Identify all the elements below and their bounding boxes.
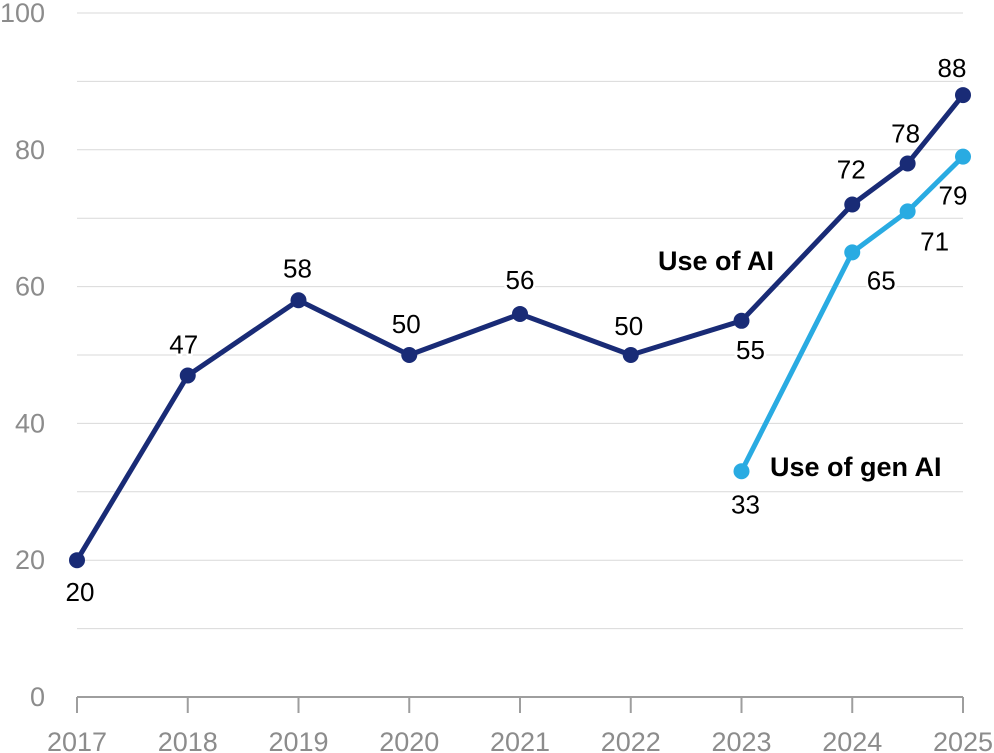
series-annotations: Use of AI Use of gen AI	[658, 246, 942, 482]
data-label: 55	[736, 335, 765, 365]
data-label: 71	[920, 226, 949, 256]
x-tick-label: 2018	[158, 727, 218, 753]
series-line-use-of-gen-ai	[739, 154, 966, 474]
data-label: 58	[283, 253, 312, 283]
point-marker-use-of-gen-ai	[955, 148, 971, 165]
x-tick-label: 2025	[933, 727, 993, 753]
data-label: 47	[169, 330, 198, 360]
series-label-annotation: Use of gen AI	[770, 452, 942, 482]
y-tick-label: 40	[15, 408, 45, 438]
data-label: 20	[66, 577, 95, 607]
data-labels-use-of-ai: 20 47 58 50 56 50 55 72 78 88	[63, 51, 969, 610]
point-marker-use-of-ai	[622, 347, 639, 363]
x-axis-labels: 2017 2018 2019 2020 2021 2022 2023 2024 2025	[47, 727, 993, 753]
point-marker-use-of-gen-ai	[899, 203, 916, 220]
series-use-of-ai	[69, 87, 971, 569]
x-axis	[76, 696, 964, 713]
point-marker-use-of-ai	[733, 312, 750, 329]
point-marker-use-of-gen-ai	[844, 244, 861, 261]
series-line-use-of-ai	[74, 92, 966, 563]
y-tick-label: 80	[15, 135, 45, 165]
x-tick-label: 2024	[822, 727, 882, 753]
gridlines	[77, 12, 963, 630]
point-marker-use-of-ai	[844, 196, 861, 213]
data-label: 72	[837, 155, 866, 185]
data-label: 65	[867, 265, 896, 295]
data-label: 78	[891, 118, 920, 148]
x-tick-label: 2023	[711, 727, 771, 753]
data-label: 56	[506, 265, 535, 295]
y-tick-label: 60	[15, 272, 45, 302]
series-use-of-gen-ai	[733, 148, 971, 480]
data-label: 79	[939, 181, 968, 211]
x-tick-label: 2022	[601, 727, 661, 753]
point-marker-use-of-ai	[401, 347, 418, 363]
point-marker-use-of-ai	[512, 305, 528, 322]
series-label-annotation: Use of AI	[658, 246, 774, 276]
x-tick-label: 2021	[490, 727, 550, 753]
data-label: 33	[731, 489, 760, 519]
x-tick-label: 2017	[47, 727, 107, 753]
data-label: 50	[392, 309, 421, 339]
data-labels-use-of-gen-ai: 33 65 71 79	[729, 178, 970, 522]
point-marker-use-of-ai	[69, 552, 85, 569]
y-tick-label: 20	[15, 545, 45, 575]
point-marker-use-of-ai	[899, 155, 916, 172]
y-tick-label: 0	[30, 682, 45, 712]
data-label: 50	[614, 311, 643, 341]
point-marker-use-of-ai	[955, 87, 971, 104]
x-tick-label: 2019	[268, 727, 328, 753]
x-tick-label: 2020	[379, 727, 439, 753]
data-label: 88	[938, 53, 967, 83]
y-tick-label: 100	[0, 0, 45, 28]
y-axis-labels: 0 20 40 60 80 100	[0, 0, 45, 712]
point-marker-use-of-ai	[290, 292, 307, 309]
point-marker-use-of-ai	[179, 367, 196, 384]
point-marker-use-of-gen-ai	[733, 463, 750, 480]
